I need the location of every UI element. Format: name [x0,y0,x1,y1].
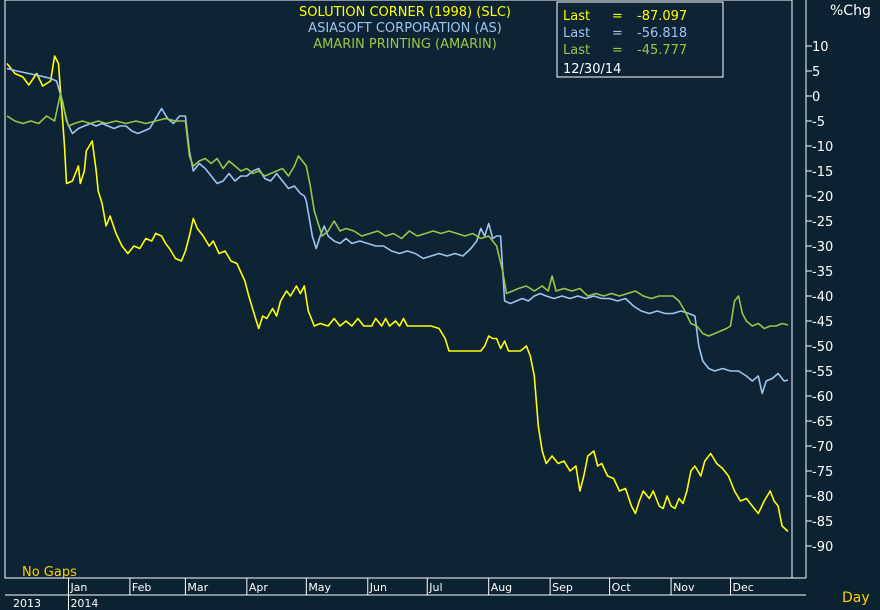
y-tick-label: -25 [812,215,833,230]
y-tick-label: -10 [812,140,833,155]
y-tick-label: -5 [812,115,825,130]
year-label: 2013 [13,597,41,610]
info-row-label: Last [563,9,590,24]
y-tick-label: 0 [812,90,820,105]
x-tick-label: Apr [249,581,269,594]
x-axis: Jan Feb Mar Apr May Jun Jul Aug Sep Oct Nov Dec 2013… [13,578,754,610]
legend-entry: AMARIN PRINTING (AMARIN) [313,37,497,52]
series-line-2 [6,92,789,337]
y-tick-label: -85 [812,515,833,530]
y-tick-label: -75 [812,465,833,480]
info-row-label: Last [563,43,590,58]
y-tick-label: 5 [812,65,820,80]
y-tick-label: -15 [812,165,833,180]
y-tick-label: -60 [812,390,833,405]
y-tick-label: -35 [812,265,833,280]
x-tick-label: Nov [673,581,695,594]
legend-entry: SOLUTION CORNER (1998) (SLC) [299,5,511,20]
legend: SOLUTION CORNER (1998) (SLC)ASIASOFT COR… [299,5,511,52]
info-row-eq: = [612,26,623,41]
info-row-label: Last [563,26,590,41]
x-tick-label: Feb [132,581,151,594]
y-tick-label: -30 [812,240,833,255]
y-tick-label: -40 [812,290,833,305]
info-row-value: -56.818 [637,26,687,41]
y-tick-label: -80 [812,490,833,505]
plot-area [4,0,793,579]
info-date: 12/30/14 [563,62,621,77]
y-tick-label: -50 [812,340,833,355]
y-tick-label: -20 [812,190,833,205]
x-tick-label: Mar [187,581,208,594]
x-tick-label: Sep [552,581,573,594]
y-tick-label: -45 [812,315,833,330]
info-box: Last = -87.097 Last = -56.818 Last = -45.777 12/… [556,1,724,78]
info-row-value: -87.097 [637,9,687,24]
y-tick-label: -65 [812,415,833,430]
info-row-value: -45.777 [637,43,687,58]
y-tick-label: -70 [812,440,833,455]
info-box-frame [556,1,724,78]
y-tick-label: -55 [812,365,833,380]
info-row-eq: = [612,43,623,58]
x-tick-label: Jun [369,581,387,594]
no-gaps-note: No Gaps [22,565,77,580]
x-tick-label: Jan [69,581,87,594]
x-tick-label: Oct [612,581,632,594]
series-line-1 [6,67,789,395]
y-tick-label: -90 [812,540,833,555]
info-row-eq: = [612,9,623,24]
legend-entry: ASIASOFT CORPORATION (AS) [308,21,502,36]
series-lines [6,55,789,533]
x-tick-label: Aug [491,581,512,594]
x-tick-label: May [308,581,331,594]
year-label: 2014 [70,597,98,610]
x-tick-label: Jul [428,581,442,594]
y-axis-label: %Chg [830,3,871,19]
y-axis: 10 5 0 -5 -10 -15 -20 -25 -30 -35 -40 -45 -50 -55 -60 -… [806,40,833,555]
x-axis-label: Day [842,590,870,606]
x-tick-label: Dec [733,581,754,594]
series-line-0 [6,55,789,533]
y-tick-label: 10 [812,40,829,55]
